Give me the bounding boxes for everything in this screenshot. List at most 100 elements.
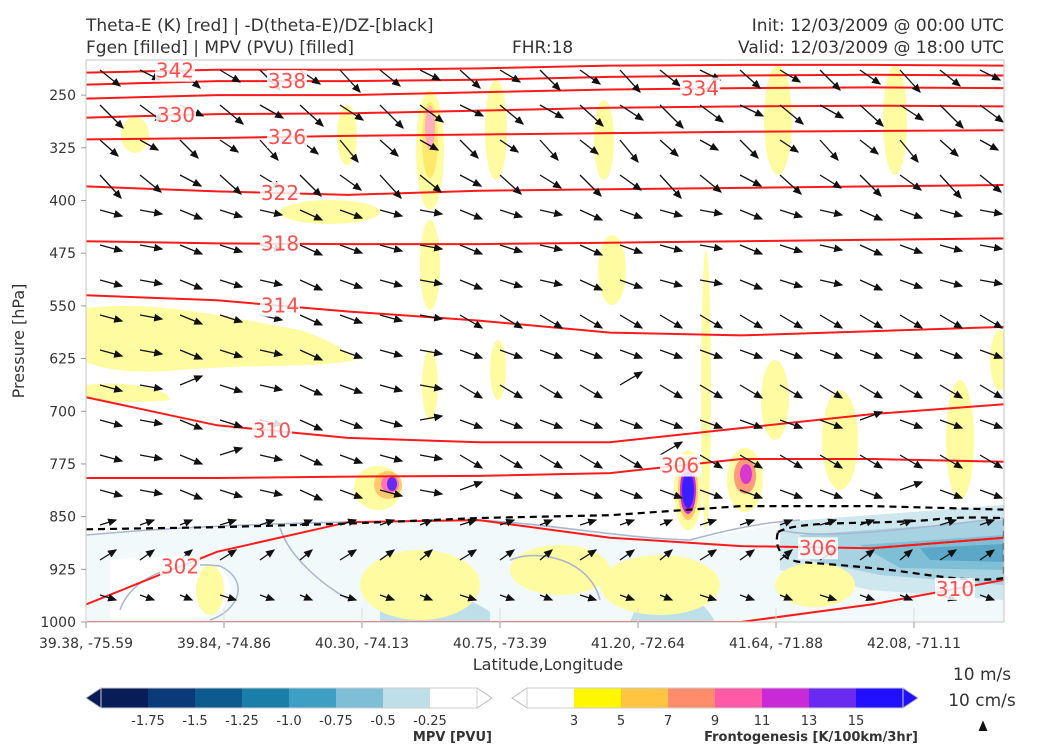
x-tick-label: 40.30, -74.13 (315, 636, 409, 652)
plot-frame (85, 59, 1005, 623)
wind-vector (939, 384, 964, 399)
wind-vector (339, 104, 365, 121)
wind-vector (859, 174, 882, 197)
wind-vector (899, 549, 913, 561)
wind-vector (819, 349, 844, 359)
theta-e-contour-labels: 342 338 334 330 326 322 318 314 310 306 302 310 306 (155, 59, 975, 601)
wind-vector (739, 139, 759, 159)
wind-vector (579, 489, 604, 499)
wind-vector (539, 174, 563, 189)
wind-vector (779, 454, 804, 469)
wind-vector (739, 209, 764, 220)
wind-vector (659, 349, 684, 359)
wind-vector (699, 549, 718, 561)
wind-vector (739, 419, 764, 429)
wind-vector (179, 519, 194, 527)
contour-label-bg (155, 59, 195, 82)
colorbar-tick-label: 3 (570, 714, 578, 729)
wind-vector (659, 384, 684, 399)
wind-vector (659, 441, 684, 456)
contour-label-bg (260, 294, 300, 317)
wind-vector (339, 69, 361, 93)
wind-vector (219, 104, 245, 125)
wind-vector (619, 209, 644, 219)
wind-vector (699, 419, 724, 429)
colorbar-tick-label: 15 (848, 714, 865, 729)
wind-vector (419, 243, 444, 252)
wind-vector (979, 278, 1004, 287)
wind-vector (219, 279, 244, 289)
contour-label-bg (660, 454, 700, 477)
wind-vector (99, 209, 124, 218)
theta-e-contour-label: 314 (261, 294, 299, 318)
wind-vector (659, 244, 684, 253)
wind-vector (459, 209, 484, 220)
wind-vector (299, 349, 324, 361)
wind-vector (259, 349, 284, 358)
wind-vector (619, 314, 644, 329)
wind-vector (219, 244, 244, 254)
wind-vector (259, 489, 284, 498)
wind-vector (379, 518, 396, 527)
wind-vector (99, 593, 118, 602)
colorbar-tick-label: -0.75 (319, 714, 353, 729)
wind-vector (979, 243, 1004, 252)
wind-vector (579, 209, 604, 221)
wind-vector (779, 549, 793, 561)
wind-vector (459, 314, 484, 329)
wind-vector (659, 489, 684, 499)
wind-vector (979, 518, 996, 527)
y-tick-label: 625 (49, 352, 76, 368)
valid-time: Valid: 12/03/2009 @ 18:00 UTC (738, 38, 1004, 58)
wind-vector (859, 518, 876, 527)
wind-vector (539, 549, 553, 561)
wind-vector (659, 139, 679, 157)
colorbar-outline (100, 687, 478, 709)
wind-vector (659, 69, 682, 87)
x-tick-label: 39.84, -74.86 (177, 636, 271, 652)
wind-vector (659, 593, 674, 601)
wind-vector (419, 549, 433, 561)
wind-vector (419, 139, 440, 151)
wind-vector (939, 69, 962, 87)
wind-vector (699, 489, 724, 499)
wind-vector (139, 518, 156, 527)
x-tick-label: 41.64, -71.88 (729, 636, 823, 652)
wind-vector (459, 139, 479, 159)
wind-vector (659, 419, 684, 429)
title-line-2: Fgen [filled] | MPV (PVU) [filled] (86, 38, 354, 58)
wind-vector (419, 413, 444, 422)
wind-vector (99, 69, 122, 87)
frontogenesis-colorbar: 3 5 7 9 11 13 15 (511, 687, 919, 729)
wind-vector (939, 489, 964, 499)
theta-e-contour-label: 334 (681, 77, 719, 101)
wind-vector (859, 454, 884, 469)
wind-vector (459, 174, 483, 187)
wind-vector (739, 384, 764, 399)
wind-vector (179, 209, 204, 220)
contour-label-bg (156, 104, 196, 127)
wind-vector (579, 549, 598, 561)
wind-vector (899, 419, 924, 429)
wind-vector (219, 139, 240, 153)
wind-vector (379, 104, 404, 129)
wind-vector (699, 384, 724, 399)
wind-vector (739, 104, 765, 117)
wind-vector (819, 454, 844, 469)
colorbar-extend-left (85, 687, 102, 709)
wind-vector (939, 244, 964, 253)
init-time: Init: 12/03/2009 @ 00:00 UTC (752, 16, 1004, 36)
theta-e-contour (86, 519, 1004, 606)
wind-vector (179, 349, 204, 360)
wind-vector (299, 519, 314, 527)
wind-vector (819, 489, 844, 499)
x-tick-label: 42.08, -71.11 (867, 636, 961, 652)
colorbar-swatch (383, 688, 431, 708)
colorbar-tick-label: -0.25 (413, 714, 447, 729)
wind-vector (499, 69, 522, 83)
wind-vector (339, 244, 364, 254)
wind-vector (699, 349, 724, 359)
frontogenesis-colorbar-title: Frontogenesis [K/100km/3hr] (704, 730, 918, 745)
wind-vector (379, 549, 396, 561)
wind-vector (699, 593, 718, 602)
